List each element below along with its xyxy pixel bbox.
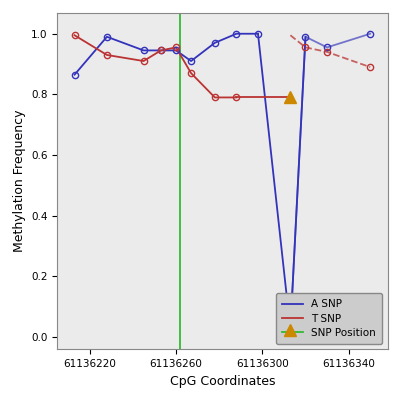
Y-axis label: Methylation Frequency: Methylation Frequency [12, 110, 26, 252]
X-axis label: CpG Coordinates: CpG Coordinates [170, 374, 275, 388]
Legend: A SNP, T SNP, SNP Position: A SNP, T SNP, SNP Position [276, 293, 382, 344]
